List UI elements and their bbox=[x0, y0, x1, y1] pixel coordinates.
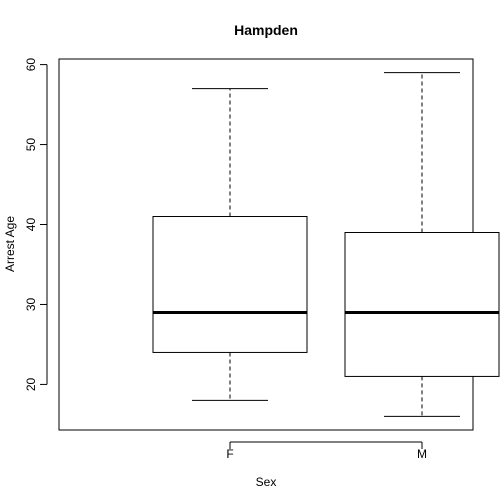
box-iqr bbox=[344, 232, 500, 377]
x-tick-label: F bbox=[226, 447, 233, 461]
chart-title: Hampden bbox=[234, 22, 298, 38]
boxes-group bbox=[152, 72, 500, 417]
y-tick-label: 30 bbox=[24, 297, 38, 311]
y-tick-label: 50 bbox=[24, 138, 38, 152]
y-axis-label: Arrest Age bbox=[3, 216, 17, 272]
y-tick-label: 40 bbox=[24, 218, 38, 232]
x-tick-label: M bbox=[417, 447, 427, 461]
x-axis-label: Sex bbox=[256, 475, 277, 489]
y-tick-label: 20 bbox=[24, 377, 38, 391]
box-iqr bbox=[152, 216, 308, 353]
y-tick-label: 60 bbox=[24, 58, 38, 72]
y-axis: 20 30 40 50 60 bbox=[24, 58, 48, 391]
